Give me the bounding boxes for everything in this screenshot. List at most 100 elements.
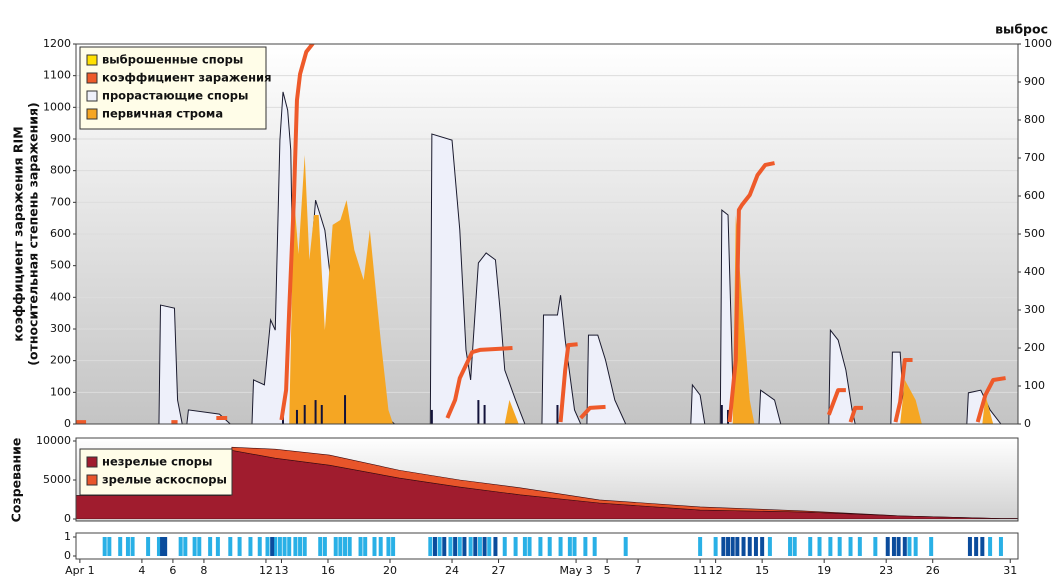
stripe xyxy=(432,537,437,556)
stripe xyxy=(363,537,368,556)
legend-label: прорастающие споры xyxy=(102,89,248,103)
stripe xyxy=(192,537,197,556)
legend-swatch xyxy=(86,72,98,84)
stripe xyxy=(391,537,396,556)
area xyxy=(76,446,1018,519)
stripe xyxy=(343,537,348,556)
stripe xyxy=(347,537,352,556)
stripe xyxy=(713,537,718,556)
stripe xyxy=(527,537,532,556)
stripe xyxy=(792,537,797,556)
line xyxy=(76,44,1006,424)
stripe xyxy=(457,537,462,556)
area xyxy=(289,154,994,424)
stripe xyxy=(358,537,363,556)
stripe xyxy=(248,537,253,556)
x-tick-label: 13 xyxy=(274,564,288,577)
legend-label: зрелые аскоспоры xyxy=(102,473,227,487)
stripe xyxy=(493,537,498,556)
stripe xyxy=(437,537,442,556)
legend-box xyxy=(79,448,233,496)
stripe xyxy=(747,537,752,556)
stripe xyxy=(998,537,1003,556)
y-axis-label: (относительная степень заражения) xyxy=(26,102,41,365)
legend-swatch xyxy=(86,90,98,102)
y-tick-label: 500 xyxy=(50,259,71,272)
stripe xyxy=(333,537,338,556)
x-tick-label: 6 xyxy=(169,564,176,577)
legend-swatch xyxy=(86,108,98,120)
plot-frame xyxy=(75,532,1019,560)
stripe xyxy=(378,537,383,556)
stripe xyxy=(913,537,918,556)
stripe xyxy=(808,537,813,556)
stripe xyxy=(572,537,577,556)
stripe xyxy=(967,537,972,556)
legend-label: первичная строма xyxy=(102,107,223,121)
y2-tick-label: 0 xyxy=(1024,417,1031,430)
x-tick-label: 7 xyxy=(635,564,642,577)
stripe xyxy=(487,537,492,556)
x-tick-label: 19 xyxy=(817,564,831,577)
stripe xyxy=(160,537,165,556)
stripe xyxy=(118,537,123,556)
stripe xyxy=(558,537,563,556)
legend-swatch xyxy=(86,474,98,486)
stripe xyxy=(502,537,507,556)
stripe xyxy=(208,537,213,556)
legend-swatch xyxy=(86,54,98,66)
y-tick-label: 600 xyxy=(50,227,71,240)
x-tick-label: 11 xyxy=(693,564,707,577)
stripe xyxy=(270,537,275,556)
stripe xyxy=(468,537,473,556)
stripe xyxy=(273,537,278,556)
stripe xyxy=(988,537,993,556)
stripe xyxy=(183,537,188,556)
stripe xyxy=(257,537,262,556)
y-axis-label: Созревание xyxy=(9,438,24,523)
y2-tick-label: 900 xyxy=(1024,75,1045,88)
stripe xyxy=(477,537,482,556)
stripe xyxy=(462,537,467,556)
plot-area xyxy=(102,537,1003,556)
stripe xyxy=(885,537,890,556)
y-tick-label: 5000 xyxy=(43,473,71,486)
y2-tick-label: 700 xyxy=(1024,151,1045,164)
plot-area xyxy=(76,446,1018,519)
stripe xyxy=(735,537,740,556)
stripe xyxy=(102,537,107,556)
legend-label: незрелые споры xyxy=(102,455,212,469)
stripe xyxy=(907,537,912,556)
stripe xyxy=(522,537,527,556)
y2-tick-label: 500 xyxy=(1024,227,1045,240)
stripe xyxy=(567,537,572,556)
x-tick-label: May 3 xyxy=(559,564,592,577)
stripe xyxy=(721,537,726,556)
y2-tick-label: 300 xyxy=(1024,303,1045,316)
stripe xyxy=(698,537,703,556)
y-tick-label: 400 xyxy=(50,290,71,303)
stripe xyxy=(753,537,758,556)
x-tick-label: 4 xyxy=(138,564,145,577)
stripe xyxy=(513,537,518,556)
plot-area xyxy=(76,44,1018,424)
y-tick-label: 1000 xyxy=(43,100,71,113)
x-tick-label: 23 xyxy=(879,564,893,577)
stripe xyxy=(902,537,907,556)
y2-tick-label: 400 xyxy=(1024,265,1045,278)
stripe xyxy=(237,537,242,556)
y-tick-label: 200 xyxy=(50,354,71,367)
stripe xyxy=(788,537,793,556)
stripe xyxy=(730,537,735,556)
stripe xyxy=(547,537,552,556)
stripe xyxy=(386,537,391,556)
stripe xyxy=(929,537,934,556)
y-tick-label: 800 xyxy=(50,164,71,177)
stripe xyxy=(215,537,220,556)
stripe xyxy=(448,537,453,556)
legend-label: коэффициент заражения xyxy=(102,71,271,85)
stripe xyxy=(442,537,447,556)
stripe xyxy=(473,537,478,556)
y-tick-label: 10000 xyxy=(36,434,71,447)
